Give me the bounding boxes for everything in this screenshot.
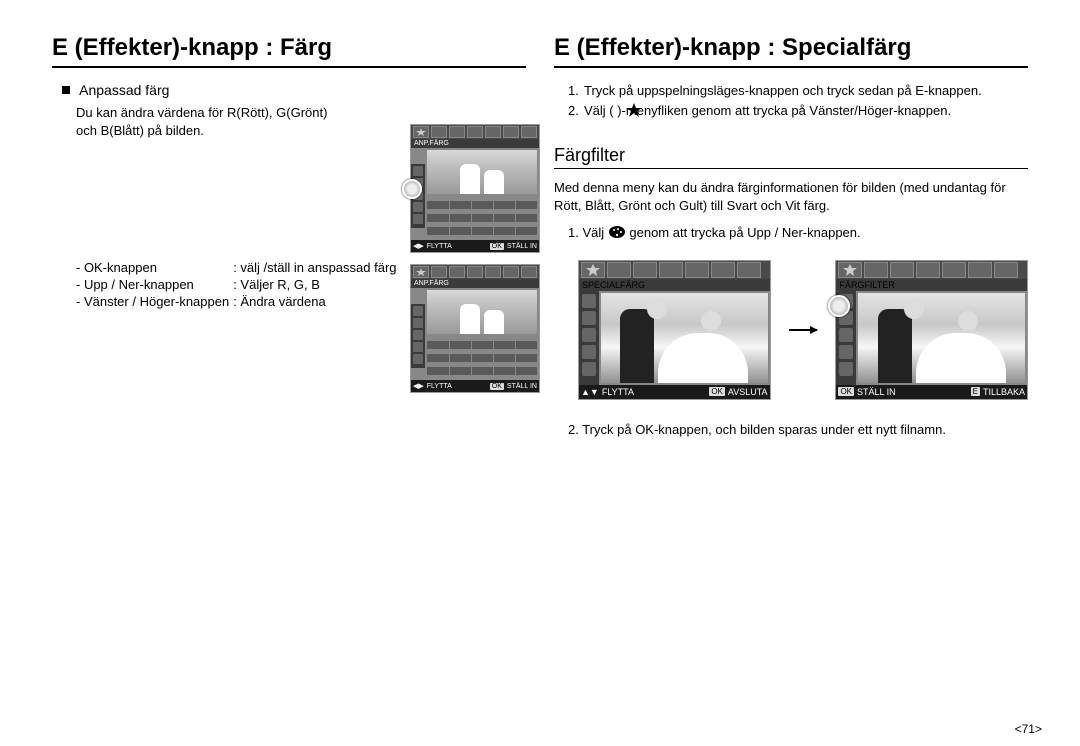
arrow-right-icon (789, 329, 818, 331)
lcd1-footer-ok: OK (490, 243, 504, 250)
subheading-text: Anpassad färg (79, 82, 169, 98)
controls-table: - OK-knappen : välj /ställ in anspassad … (76, 259, 401, 310)
step-text: Välj ( )-menyfliken genom att trycka på … (584, 102, 1028, 120)
step-suffix: genom att trycka på Upp / Ner-knappen. (629, 225, 860, 240)
desc-text: Med denna meny kan du ändra färginformat… (554, 179, 1028, 214)
intro-text: Du kan ändra värdena för R(Rött), G(Grön… (76, 104, 336, 139)
heading-left: E (Effekter)-knapp : Färg (52, 34, 526, 62)
step-select: 1. Välj genom att trycka på Upp / Ner-kn… (568, 224, 1028, 242)
step-number: 2. (568, 102, 584, 120)
step2-text: 2. Tryck på OK-knappen, och bilden spara… (568, 422, 1028, 437)
left-column: E (Effekter)-knapp : Färg Anpassad färg … (38, 34, 540, 726)
table-row: - Vänster / Höger-knappen : Ändra värden… (76, 293, 401, 310)
camera-lcd-2: ANP.FÄRG ◀▶ FLYTTA OK STÄLL IN (410, 264, 540, 393)
subheading-anpassad: Anpassad färg (62, 82, 526, 98)
square-bullet-icon (62, 86, 70, 94)
lcd1-footer-move: FLYTTA (427, 243, 452, 250)
lcd1-footer-set: STÄLL IN (507, 243, 537, 250)
star-menu-icon (626, 102, 642, 120)
page-number: <71> (1015, 722, 1042, 736)
heading-rule (554, 66, 1028, 68)
step-prefix: 1. Välj (568, 225, 604, 240)
heading-right: E (Effekter)-knapp : Specialfärg (554, 34, 1028, 62)
step-number: 1. (568, 82, 584, 100)
dial-callout-icon (402, 179, 422, 199)
steps-top: 1. Tryck på uppspelningsläges-knappen oc… (568, 82, 1028, 119)
camera-lcd-1: ANP.FÄRG ◀▶ FLYTTA OK (410, 124, 540, 253)
heading-rule (52, 66, 526, 68)
table-row: - OK-knappen : välj /ställ in anspassad … (76, 259, 401, 276)
right-column: E (Effekter)-knapp : Specialfärg 1. Tryc… (540, 34, 1042, 726)
subheading-rule (554, 168, 1028, 169)
table-row: - Upp / Ner-knappen : Väljer R, G, B (76, 276, 401, 293)
lcd-special-label: SPECIALFÄRG (579, 279, 770, 291)
lcd2-tabs (411, 265, 539, 279)
lcd-filter-label: FÄRGFILTER (836, 279, 1027, 291)
step-text: Tryck på uppspelningsläges-knappen och t… (584, 82, 1028, 100)
lcd1-band-label: ANP.FÄRG (411, 139, 539, 148)
lcd-comparison-row: SPECIALFÄRG ▲▼ FLYTTA OK AVSLUTA (578, 260, 1028, 400)
subheading-fargfilter: Färgfilter (554, 145, 1028, 166)
lcd1-tabs (411, 125, 539, 139)
lcd2-band-label: ANP.FÄRG (411, 279, 539, 288)
camera-lcd-special: SPECIALFÄRG ▲▼ FLYTTA OK AVSLUTA (578, 260, 771, 400)
palette-icon (608, 225, 630, 240)
camera-lcd-filter: FÄRGFILTER OK STÄLL IN E TILLBAKA (835, 260, 1028, 400)
